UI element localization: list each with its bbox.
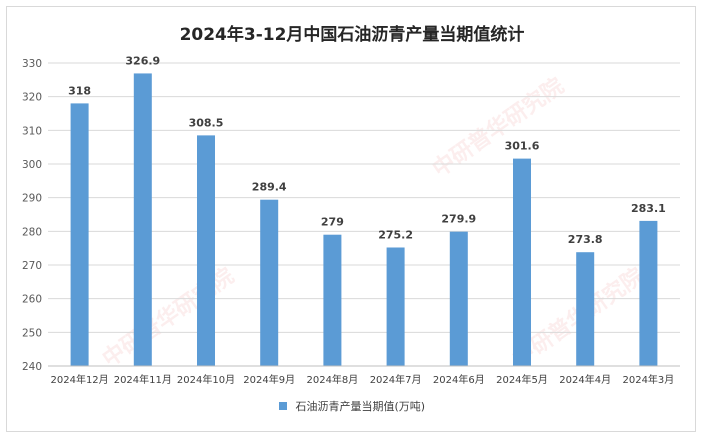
data-label: 289.4 bbox=[252, 181, 287, 194]
legend-label: 石油沥青产量当期值(万吨) bbox=[295, 400, 426, 413]
chart-title: 2024年3-12月中国石油沥青产量当期值统计 bbox=[179, 25, 525, 45]
x-tick-label: 2024年12月 bbox=[51, 373, 109, 386]
data-label: 279.9 bbox=[441, 213, 476, 226]
x-tick-label: 2024年7月 bbox=[370, 373, 422, 386]
y-tick-label: 250 bbox=[22, 327, 42, 339]
x-tick-label: 2024年8月 bbox=[306, 373, 358, 386]
y-tick-label: 320 bbox=[22, 92, 42, 104]
data-label: 279 bbox=[321, 216, 344, 229]
data-label: 308.5 bbox=[189, 116, 224, 129]
data-label: 301.6 bbox=[505, 140, 540, 153]
bar bbox=[70, 103, 89, 367]
data-label: 326.9 bbox=[125, 54, 160, 67]
bar bbox=[323, 234, 342, 366]
bar bbox=[386, 247, 405, 366]
bar bbox=[133, 73, 152, 366]
bar bbox=[197, 135, 215, 366]
legend-swatch bbox=[278, 402, 287, 410]
y-tick-label: 270 bbox=[22, 260, 42, 272]
y-tick-label: 280 bbox=[22, 226, 42, 238]
data-label: 273.8 bbox=[568, 233, 603, 246]
y-tick-label: 330 bbox=[22, 58, 42, 70]
bar bbox=[576, 252, 595, 366]
y-tick-label: 300 bbox=[22, 159, 42, 171]
y-tick-label: 260 bbox=[22, 294, 42, 306]
x-tick-label: 2024年4月 bbox=[559, 373, 611, 386]
x-tick-label: 2024年5月 bbox=[496, 373, 548, 386]
x-tick-label: 2024年10月 bbox=[177, 373, 235, 386]
x-tick-label: 2024年6月 bbox=[433, 373, 485, 386]
data-label: 318 bbox=[68, 84, 91, 97]
y-tick-label: 240 bbox=[22, 361, 42, 373]
bar bbox=[260, 199, 279, 366]
x-tick-label: 2024年3月 bbox=[622, 373, 674, 386]
data-label: 275.2 bbox=[378, 228, 413, 241]
y-tick-label: 310 bbox=[22, 125, 42, 137]
bar bbox=[449, 231, 468, 366]
x-tick-label: 2024年9月 bbox=[243, 373, 295, 386]
y-tick-label: 290 bbox=[22, 193, 42, 205]
x-tick-label: 2024年11月 bbox=[114, 373, 172, 386]
bar bbox=[513, 158, 531, 366]
bar bbox=[639, 220, 658, 366]
data-label: 283.1 bbox=[631, 202, 666, 215]
legend: 石油沥青产量当期值(万吨) bbox=[0, 398, 704, 414]
